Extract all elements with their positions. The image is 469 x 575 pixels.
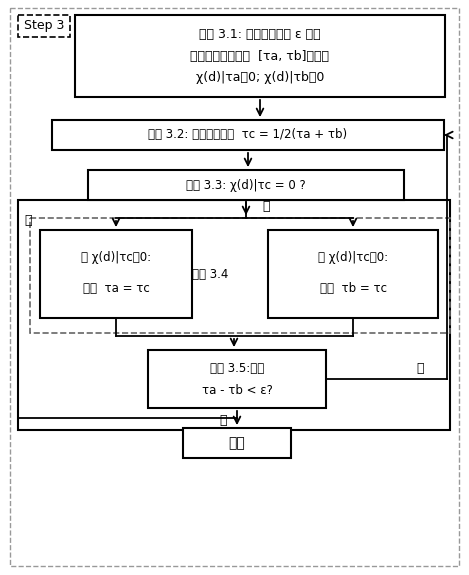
Text: 步骤 3.2: 定义时滞变量  τc = 1/2(τa + τb): 步骤 3.2: 定义时滞变量 τc = 1/2(τa + τb) — [148, 128, 348, 141]
Bar — [183, 428, 291, 458]
Text: 是: 是 — [24, 213, 32, 227]
Text: 定义  τa = τc: 定义 τa = τc — [83, 282, 149, 294]
Bar — [75, 15, 445, 97]
Bar — [30, 218, 450, 333]
Text: 定义  τb = τc: 定义 τb = τc — [319, 282, 386, 294]
Bar — [88, 170, 404, 200]
Bar — [268, 230, 438, 318]
Text: 当 χ(d)|τc＞0:: 当 χ(d)|τc＞0: — [318, 251, 388, 264]
Text: Step 3: Step 3 — [24, 20, 64, 33]
Text: 当 χ(d)|τc＜0:: 当 χ(d)|τc＜0: — [81, 251, 151, 264]
Bar — [40, 230, 192, 318]
Text: 滞的初始搜索区间  [τa, τb]，其中: 滞的初始搜索区间 [τa, τb]，其中 — [190, 49, 330, 63]
Text: χ(d)|τa＜0; χ(d)|τb＞0: χ(d)|τa＜0; χ(d)|τb＞0 — [196, 71, 324, 83]
Bar — [52, 120, 444, 150]
Text: 是: 是 — [219, 413, 227, 427]
Text: 步骤 3.3: χ(d)|τc = 0 ?: 步骤 3.3: χ(d)|τc = 0 ? — [186, 178, 306, 191]
Bar — [148, 350, 326, 408]
Text: 否: 否 — [262, 201, 270, 213]
Text: 结束: 结束 — [228, 436, 245, 450]
Text: 步骤 3.5:判断: 步骤 3.5:判断 — [210, 362, 264, 374]
Text: τa - τb < ε?: τa - τb < ε? — [202, 384, 272, 397]
Bar — [18, 200, 450, 430]
Text: 步骤 3.4: 步骤 3.4 — [192, 267, 228, 281]
Text: 否: 否 — [416, 362, 424, 374]
Text: 步骤 3.1: 确定搜索精度 ε 和时: 步骤 3.1: 确定搜索精度 ε 和时 — [199, 29, 321, 41]
Bar — [18, 15, 70, 37]
